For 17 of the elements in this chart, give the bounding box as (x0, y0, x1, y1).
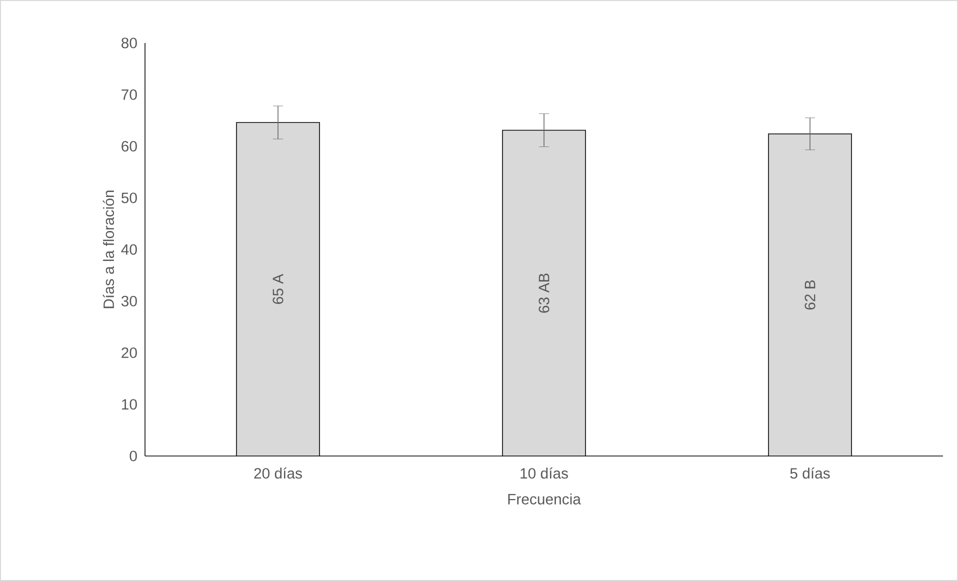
y-tick-label: 30 (121, 296, 137, 306)
x-tick-label: 20 días (254, 468, 302, 479)
y-tick-label: 20 (122, 347, 137, 358)
x-tick-label: 10 días (520, 468, 568, 479)
y-tick-label: 10 (122, 399, 137, 410)
y-tick-label: 70 (122, 89, 137, 100)
y-tick-label: 60 (122, 140, 137, 152)
x-tick-label: 5 días (790, 468, 830, 479)
y-tick-label: 0 (130, 450, 137, 462)
x-axis-title: Frecuencia (508, 493, 581, 504)
y-tick-label: 40 (121, 244, 137, 255)
y-tick-label: 80 (122, 38, 137, 48)
data-label: 63 AB (538, 274, 550, 313)
y-tick-label: 50 (121, 192, 137, 204)
y-axis-title: Días a la floración (102, 190, 114, 308)
data-label: 65 A (272, 274, 284, 304)
data-label: 62 B (804, 280, 816, 310)
